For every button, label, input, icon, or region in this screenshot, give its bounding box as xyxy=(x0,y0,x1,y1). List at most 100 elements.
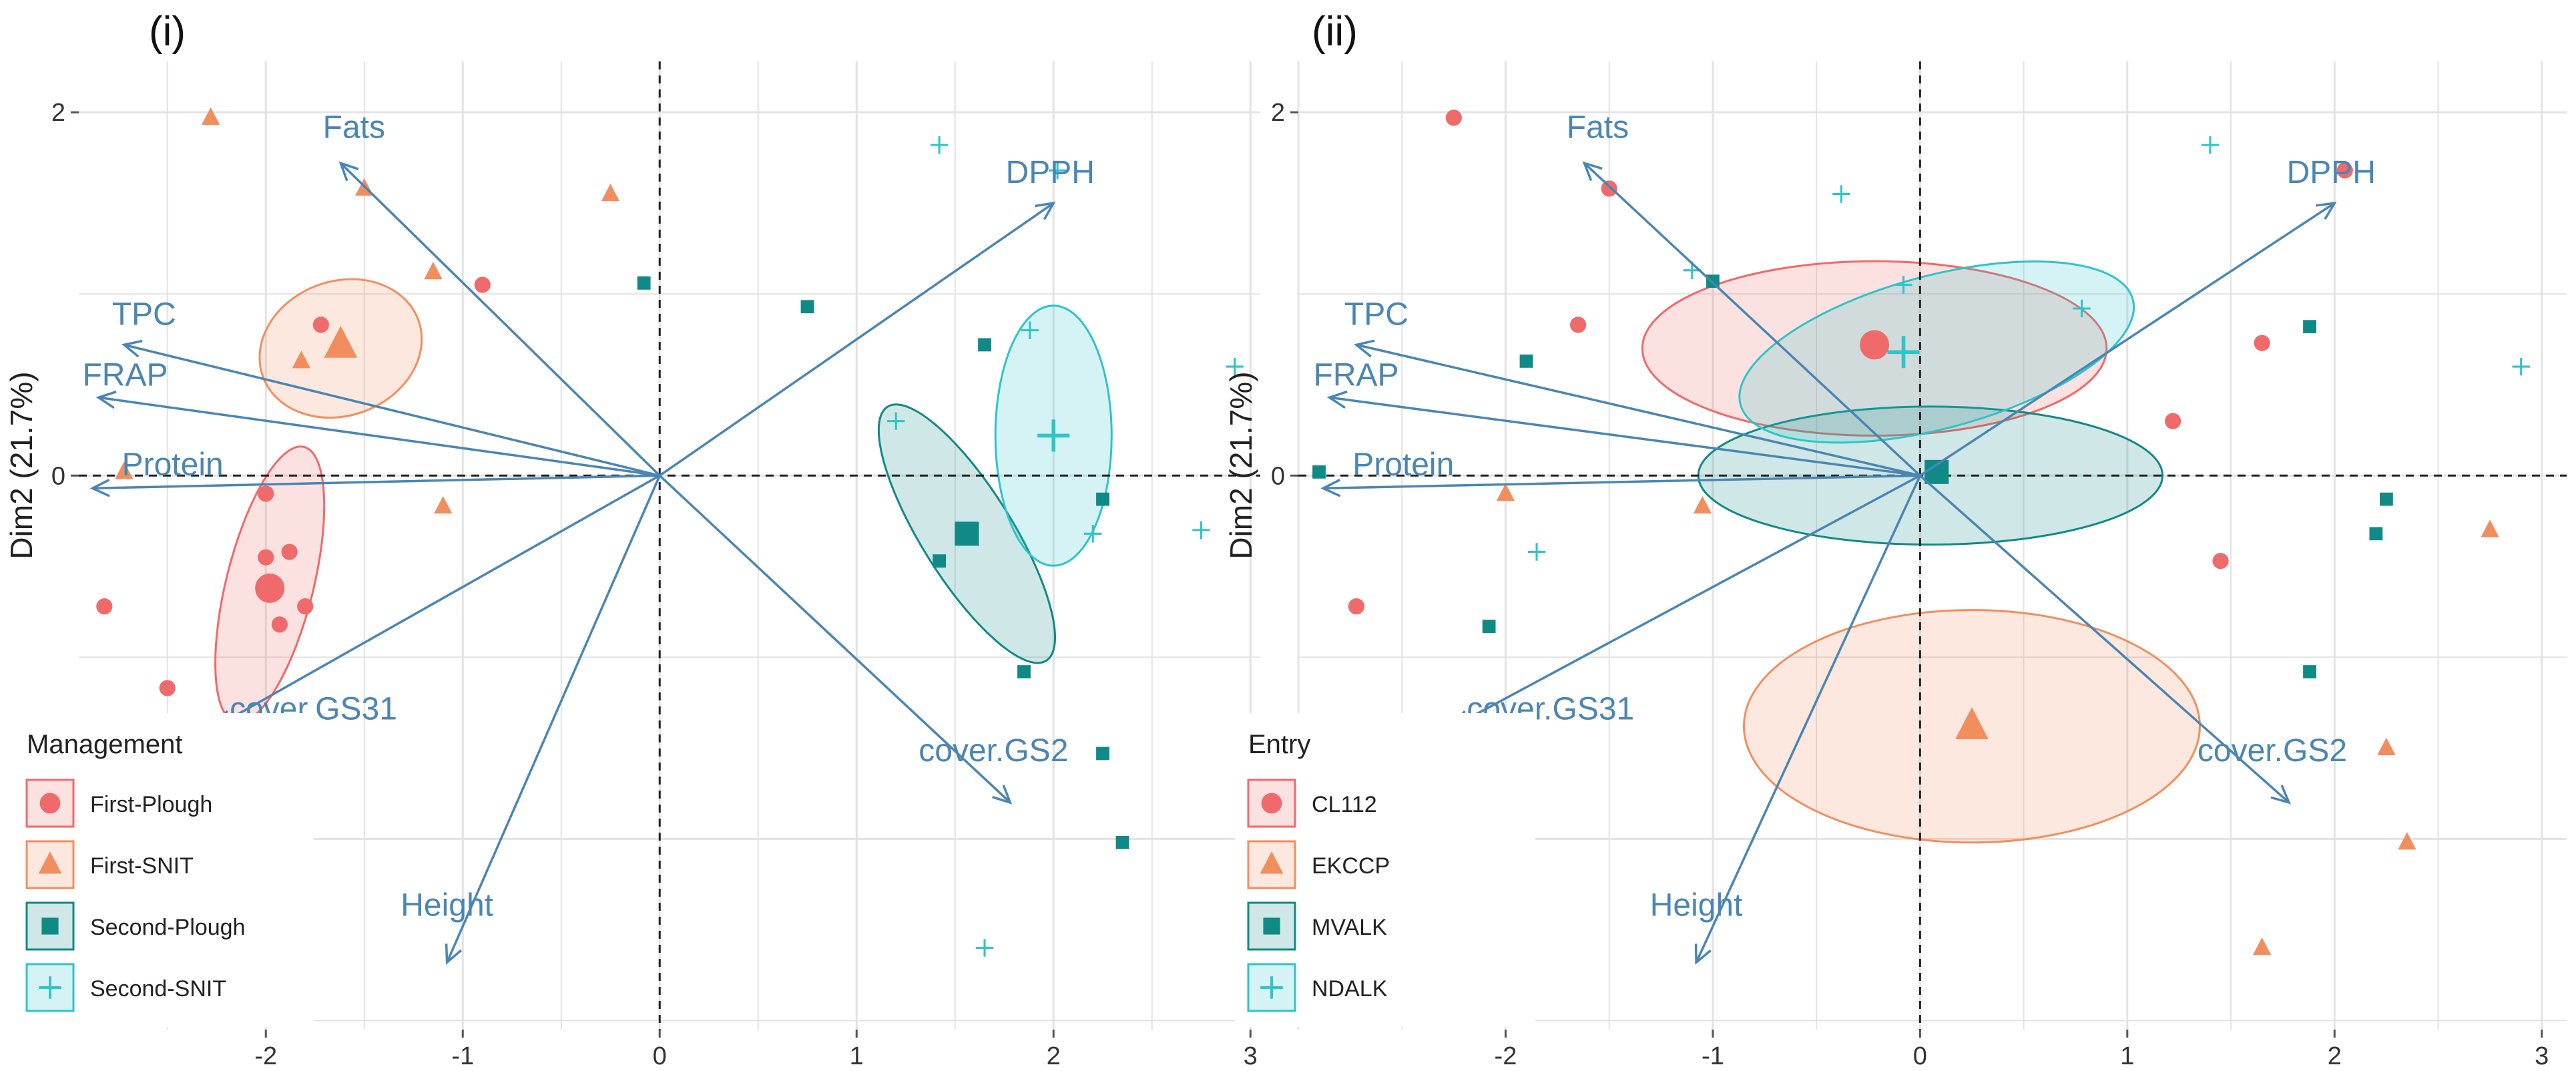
data-point xyxy=(2201,136,2220,154)
y-axis-title: Dim2 (21.7%) xyxy=(4,371,39,559)
data-point xyxy=(271,616,288,633)
arrowhead xyxy=(2316,201,2337,220)
data-point xyxy=(281,544,298,560)
x-tick-label: -1 xyxy=(451,1042,474,1070)
arrow-protein xyxy=(1323,474,1920,490)
arrow-tpc xyxy=(123,343,660,477)
legend-label: CL112 xyxy=(1312,792,1377,817)
arrow-fats xyxy=(1583,162,1921,477)
arrow-fats xyxy=(340,162,661,477)
arrowhead xyxy=(1035,201,1056,220)
variable-label: Fats xyxy=(323,110,385,145)
centroid-marker xyxy=(1955,707,1989,740)
data-point xyxy=(159,680,176,696)
data-point xyxy=(1115,835,1129,849)
data-point xyxy=(1096,492,1109,506)
data-point xyxy=(96,598,113,615)
data-point xyxy=(424,261,443,280)
centroid-marker xyxy=(1887,336,1920,369)
data-point xyxy=(1832,185,1850,203)
data-point xyxy=(1048,162,1067,180)
data-point xyxy=(933,554,947,568)
data-point xyxy=(1445,110,1462,126)
panel-label: (i) xyxy=(149,9,186,55)
data-point xyxy=(297,598,314,615)
arrowhead xyxy=(992,785,1013,805)
data-point xyxy=(2165,413,2181,429)
arrow-tpc xyxy=(1356,343,1920,477)
x-tick-label: 2 xyxy=(1047,1042,1061,1070)
legend-label: First-Plough xyxy=(90,792,212,817)
variable-label: TPC xyxy=(112,296,176,332)
data-point xyxy=(2380,492,2393,506)
data-point xyxy=(601,183,620,202)
data-point xyxy=(2212,553,2229,570)
data-point xyxy=(1348,598,1365,615)
data-point xyxy=(1084,525,1102,543)
data-point xyxy=(474,276,491,293)
arrow-cover-gs31 xyxy=(216,474,661,728)
arrowhead xyxy=(121,339,143,358)
data-point xyxy=(258,485,274,502)
arrowhead xyxy=(1694,943,1712,965)
data-point xyxy=(978,338,991,352)
data-point xyxy=(258,549,274,566)
arrow-frap xyxy=(1329,396,1920,477)
arrow-height xyxy=(446,475,661,963)
data-point xyxy=(2336,162,2353,179)
data-point xyxy=(930,136,949,154)
legend-background xyxy=(13,713,314,1027)
variable-label: cover.GS2 xyxy=(919,733,1068,769)
variable-label: FRAP xyxy=(1314,357,1399,393)
data-point xyxy=(2303,320,2316,334)
arrowhead xyxy=(338,161,359,182)
data-point xyxy=(2073,299,2091,318)
data-point xyxy=(975,939,994,957)
variable-label: FRAP xyxy=(82,357,168,393)
data-point xyxy=(887,412,905,430)
legend-label: Second-Plough xyxy=(90,915,246,940)
centroid-marker xyxy=(324,325,358,358)
x-tick-label: 2 xyxy=(2328,1042,2342,1070)
panel-label: (ii) xyxy=(1312,9,1358,55)
data-point xyxy=(2369,527,2383,541)
data-point xyxy=(312,316,329,333)
data-point xyxy=(2303,665,2316,678)
data-point xyxy=(2377,737,2396,755)
legend-marker xyxy=(39,976,61,999)
arrow-cover-gs31 xyxy=(1453,474,1921,728)
variable-label: cover.GS2 xyxy=(2198,733,2347,769)
data-point xyxy=(2254,335,2270,351)
y-tick-label: 0 xyxy=(1271,462,1285,490)
legend-marker xyxy=(41,917,59,935)
variable-label: Protein xyxy=(122,447,224,482)
legend-label: NDALK xyxy=(1312,976,1388,1002)
legend-background xyxy=(1235,713,1535,1027)
arrow-dpph xyxy=(659,202,1055,477)
confidence-ellipse-ndalk xyxy=(1738,260,2135,444)
data-point xyxy=(637,276,651,290)
arrow-height xyxy=(1695,475,1921,963)
arrowhead xyxy=(1320,479,1341,497)
data-point xyxy=(1482,620,1496,633)
data-point xyxy=(2512,357,2530,376)
legend-marker xyxy=(39,793,61,814)
legend-label: MVALK xyxy=(1312,915,1387,940)
data-point xyxy=(434,495,453,514)
centroid-marker xyxy=(255,573,285,603)
data-point xyxy=(800,300,814,314)
y-tick-label: 2 xyxy=(51,99,65,127)
variable-label: Protein xyxy=(1352,447,1454,482)
centroid-marker xyxy=(1037,419,1070,452)
variable-label: Height xyxy=(1650,887,1743,923)
arrowhead xyxy=(2270,785,2292,805)
legend: Entry CL112 EKCCP MVALK NDALK xyxy=(1235,713,1535,1027)
arrowhead xyxy=(445,943,463,966)
arrowhead xyxy=(1354,339,1375,358)
x-tick-label: -1 xyxy=(1702,1042,1724,1070)
x-tick-label: 0 xyxy=(1913,1042,1927,1070)
legend-title: Entry xyxy=(1248,730,1310,759)
arrowhead xyxy=(1326,390,1348,409)
arrowhead xyxy=(1582,161,1603,182)
